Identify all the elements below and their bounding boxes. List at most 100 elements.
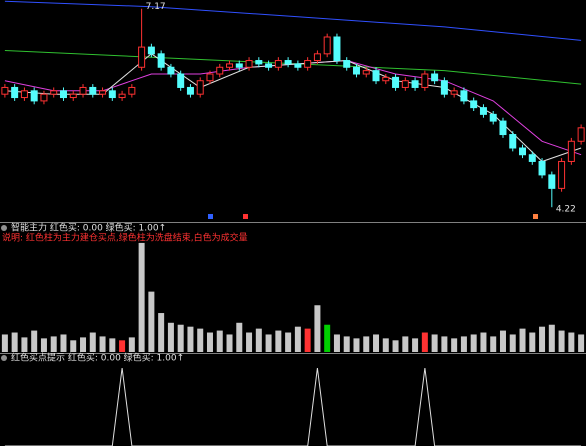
event-icon [243,214,248,219]
volume-bar [285,332,292,352]
candle-body [69,93,77,99]
candle-body [50,90,58,95]
panel-icon [1,355,7,361]
candle-body [274,60,282,68]
candle-body [538,160,546,176]
volume-bar [294,326,301,352]
volume-bar [353,338,360,352]
volume-bar [333,334,340,352]
volume-bar [392,340,399,352]
candle-body [226,63,234,68]
candle-body [499,120,507,136]
candle-body [118,93,126,99]
candle-body [284,60,292,65]
volume-bar [11,332,18,352]
candle-body [421,73,429,88]
candle-body [265,63,273,68]
volume-bar [1,334,8,352]
volume-bar [40,338,47,352]
volume-bar [128,337,135,352]
volume-bar [578,334,585,352]
volume-bar [304,328,311,352]
candle-body [479,107,487,115]
candle-body [40,93,48,102]
volume-bar [558,330,565,352]
candle-body [577,127,585,142]
volume-bar [382,338,389,352]
candle-body [1,86,9,95]
volume-bar [539,326,546,352]
low-label: 4.22 [556,205,576,215]
volume-bar [451,338,458,352]
high-label: 7.17 [146,2,166,12]
volume-bar [343,336,350,352]
candle-body [196,80,204,95]
moving-average [4,53,582,163]
volume-bar [548,324,555,352]
candle-body [489,113,497,122]
moving-average [4,0,582,41]
panel-title: 红色买点提示 红色买: 0.00 绿色买: 1.00↑ [11,352,184,364]
candle-body [323,36,331,55]
candle-body [313,53,321,62]
panel-subtitle: 说明: 红色柱为主力建仓买点,绿色柱为洗盘结束,白色为成交量 [2,232,248,244]
candle-body [11,86,19,99]
candle-body [567,140,575,162]
candle-body [304,60,312,68]
volume-bar [119,340,126,352]
candle-body [30,90,38,102]
candle-body [548,174,556,189]
volume-bar [265,334,272,352]
volume-bar [31,330,38,352]
volume-bar [490,336,497,352]
volume-bar [148,291,155,352]
candle-body [528,154,536,162]
candle-body [509,134,517,149]
panel-icon [1,225,7,231]
candle-body [470,100,478,109]
volume-bar [421,332,428,352]
candle-body [108,90,116,99]
signal-line [4,367,582,446]
candle-body [147,46,155,55]
volume-bar [480,332,487,352]
volume-bar [402,336,409,352]
volume-bar [568,332,575,352]
volume-bar [50,336,57,352]
volume-bar [177,324,184,352]
candle-body [167,66,175,75]
candle-body [255,60,263,65]
volume-bar [529,332,536,352]
volume-bar [363,336,370,352]
volume-bar [441,336,448,352]
volume-bar [60,334,67,352]
volume-bar [89,332,96,352]
volume-bar [431,334,438,352]
candle-body [99,90,107,95]
candle-body [79,86,87,95]
candle-body [372,70,380,82]
volume-bar [187,326,194,352]
volume-bar [138,242,145,352]
candle-body [460,90,468,102]
candle-body [216,66,224,75]
candle-body [519,147,527,156]
candle-body [245,60,253,68]
volume-bar [70,340,77,352]
candle-body [20,90,28,99]
candle-body [411,80,419,88]
volume-bar [99,336,106,352]
volume-bar [509,334,516,352]
candle-body [206,73,214,82]
volume-bar [167,322,174,352]
candle-body [352,66,360,75]
volume-bar [236,322,243,352]
moving-average [4,59,582,156]
volume-bar [499,330,506,352]
volume-bar [460,336,467,352]
volume-bar [21,337,28,352]
volume-bar [197,328,204,352]
candle-body [450,90,458,95]
candle-body [362,70,370,75]
panel-title: 智能主力 红色买: 0.00 绿色买: 1.00↑ [11,222,166,234]
